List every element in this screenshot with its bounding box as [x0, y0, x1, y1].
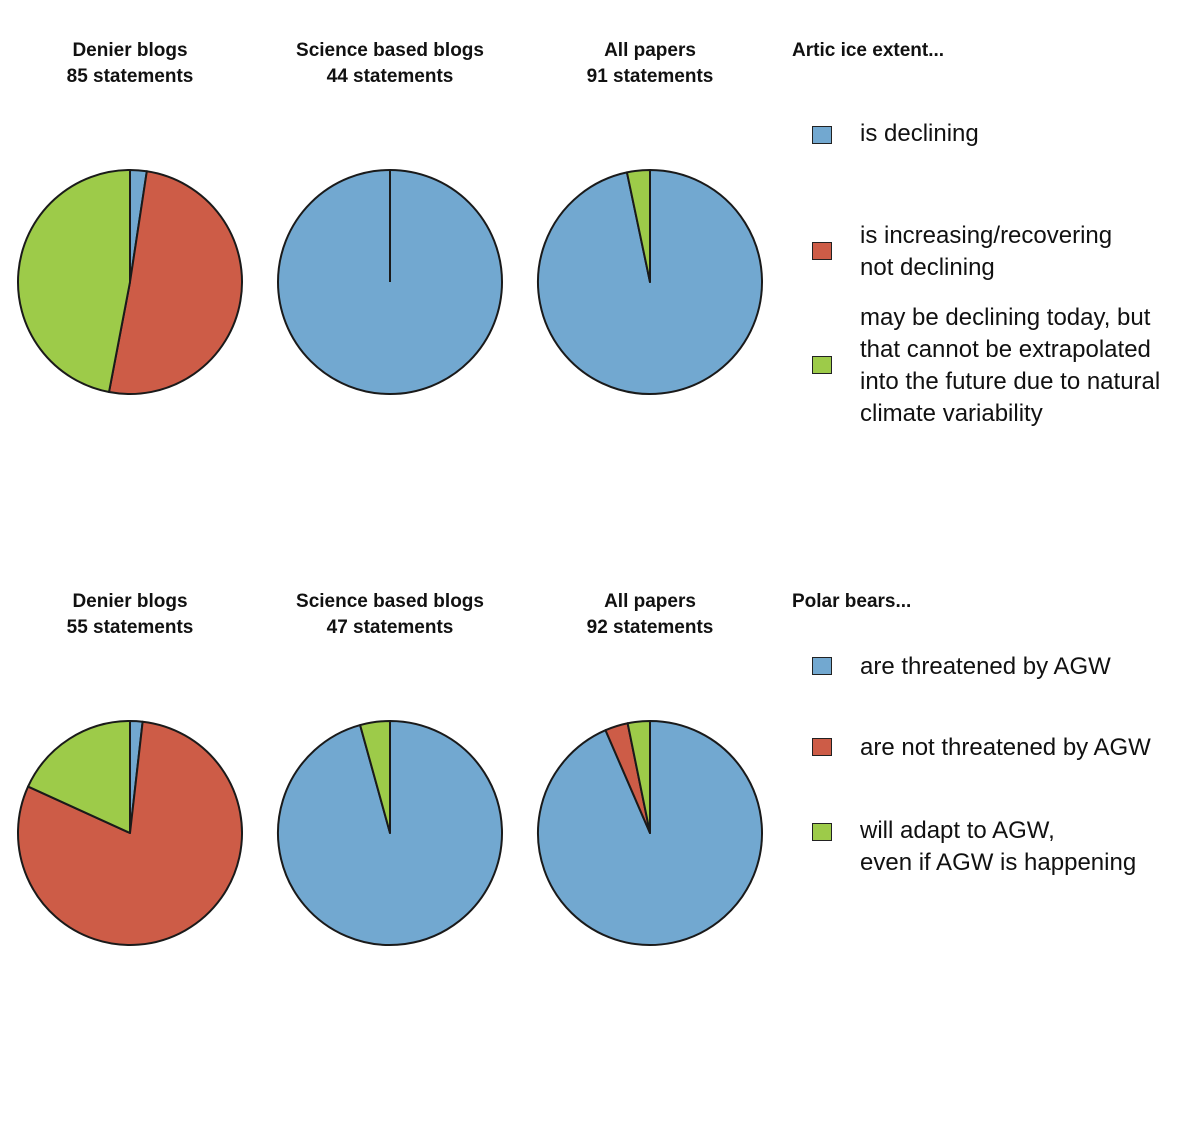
legend-swatch — [812, 126, 832, 144]
pie-title-line2: 47 statements — [326, 617, 454, 638]
legend-label: will adapt to AGW, even if AGW is happen… — [860, 817, 1137, 876]
pie-title-line1: All papers — [604, 591, 696, 612]
pie-chart — [17, 720, 243, 946]
legend-label: is increasing/recovering not declining — [860, 222, 1113, 281]
legend-title: Artic ice extent... — [792, 40, 945, 61]
pie-slice-green — [625, 169, 651, 283]
pie-title-line2: 44 statements — [326, 66, 454, 87]
pie-chart — [537, 720, 763, 946]
pie-chart — [277, 169, 503, 395]
pie-title-line1: Science based blogs — [296, 40, 484, 61]
pie-slice-green — [359, 720, 391, 834]
legend-swatch — [812, 738, 832, 756]
legend-swatch — [812, 823, 832, 841]
pie-title: All papers 91 statements — [520, 38, 780, 90]
pie-title: Science based blogs 47 statements — [260, 589, 520, 641]
pie-slice-red — [108, 170, 243, 395]
pie-title: All papers 92 statements — [520, 589, 780, 641]
pie-title-line1: Denier blogs — [72, 40, 188, 61]
pie-title: Science based blogs 44 statements — [260, 38, 520, 90]
pie-slice-green — [17, 169, 131, 394]
pie-title-line2: 55 statements — [66, 617, 194, 638]
pie-slice-green — [27, 720, 131, 834]
legend-label: are threatened by AGW — [860, 653, 1111, 680]
pie-title-line1: Science based blogs — [296, 591, 484, 612]
pie-title-line2: 85 statements — [66, 66, 194, 87]
chart-panel-polar-bears: Denier blogs 55 statements Science based b… — [0, 551, 1200, 1111]
pie-title: Denier blogs 85 statements — [0, 38, 260, 90]
pie-title-line2: 91 statements — [586, 66, 714, 87]
legend-label: are not threatened by AGW — [860, 734, 1151, 761]
legend-label: may be declining today, but that cannot … — [860, 304, 1161, 427]
legend-swatch — [812, 356, 832, 374]
legend-swatch — [812, 242, 832, 260]
pie-title-line1: Denier blogs — [72, 591, 188, 612]
chart-panel-arctic-ice: Denier blogs 85 statements Science based b… — [0, 0, 1200, 560]
legend-swatch — [812, 657, 832, 675]
pie-chart — [277, 720, 503, 946]
pie-chart — [537, 169, 763, 395]
pie-title-line1: All papers — [604, 40, 696, 61]
legend-label: is declining — [860, 120, 979, 147]
pie-slice-green — [626, 720, 651, 834]
pie-chart — [17, 169, 243, 395]
pie-title: Denier blogs 55 statements — [0, 589, 260, 641]
legend-title: Polar bears... — [792, 591, 912, 612]
pie-title-line2: 92 statements — [586, 617, 714, 638]
